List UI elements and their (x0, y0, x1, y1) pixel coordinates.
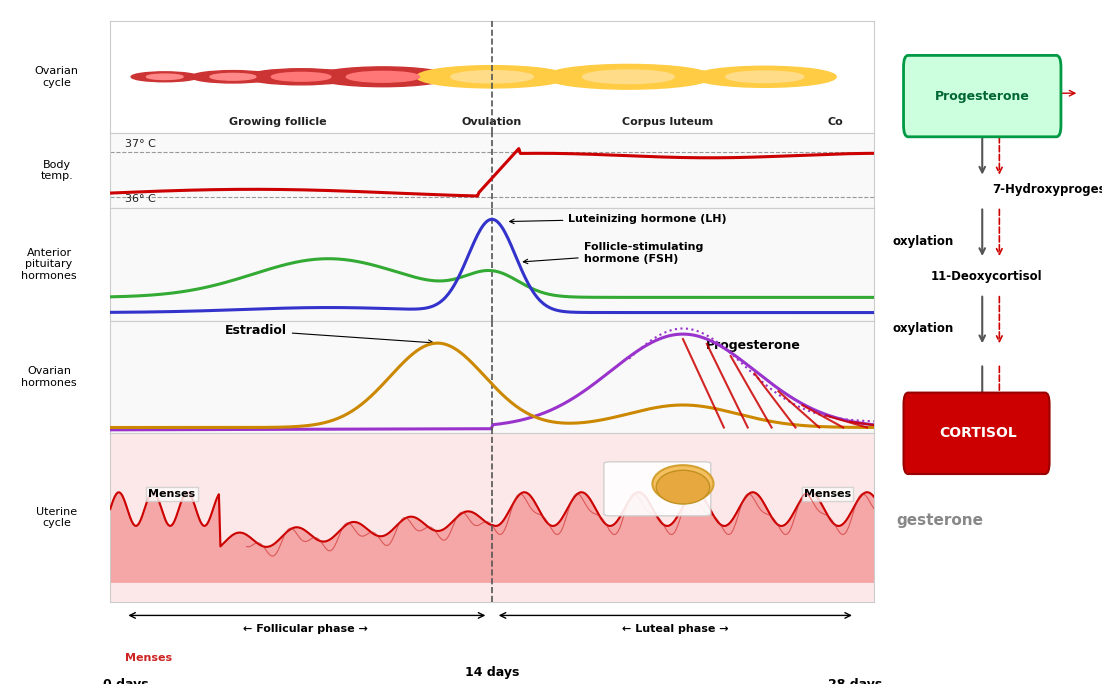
Text: Menses: Menses (126, 653, 173, 663)
Text: Ovarian
cycle: Ovarian cycle (35, 66, 78, 88)
Text: Menses: Menses (149, 489, 195, 499)
Text: Body
temp.: Body temp. (41, 160, 73, 181)
Text: Co: Co (828, 118, 843, 127)
Text: Estradiol: Estradiol (225, 324, 433, 345)
Text: Progesterone: Progesterone (706, 339, 801, 352)
Ellipse shape (652, 465, 713, 502)
LH (518, 273, 531, 281)
Text: 14 days: 14 days (465, 666, 519, 679)
Text: gesterone: gesterone (897, 513, 984, 528)
LH (485, 215, 498, 224)
LH (851, 308, 864, 317)
Text: Corpus luteum: Corpus luteum (622, 118, 713, 127)
FSH (473, 267, 486, 276)
Text: Ovulation: Ovulation (462, 118, 522, 127)
FSH (104, 293, 117, 301)
Text: 0 days: 0 days (102, 678, 149, 684)
FSH (560, 293, 573, 301)
FSH (468, 269, 482, 277)
Text: oxylation: oxylation (893, 235, 953, 248)
Text: CORTISOL: CORTISOL (939, 426, 1016, 440)
Text: oxylation: oxylation (893, 322, 953, 335)
Text: Luteinizing hormone (LH): Luteinizing hormone (LH) (510, 213, 727, 224)
Line: FSH: FSH (110, 259, 874, 298)
Ellipse shape (656, 471, 710, 504)
Circle shape (544, 64, 712, 89)
Circle shape (693, 66, 836, 88)
Text: 11-Deoxycortisol: 11-Deoxycortisol (931, 269, 1042, 283)
Line: LH: LH (110, 220, 874, 313)
Text: Anterior
pituitary
hormones: Anterior pituitary hormones (21, 248, 77, 281)
FancyBboxPatch shape (904, 393, 1049, 474)
LH (104, 308, 117, 317)
Text: ← Follicular phase →: ← Follicular phase → (242, 624, 367, 634)
FSH (867, 293, 880, 302)
Text: Menses: Menses (803, 489, 851, 499)
Text: Growing follicle: Growing follicle (229, 118, 327, 127)
Circle shape (316, 67, 450, 87)
LH (731, 308, 744, 317)
Circle shape (417, 66, 568, 88)
Text: 28 days: 28 days (828, 678, 882, 684)
Text: Ovarian
hormones: Ovarian hormones (21, 366, 77, 388)
Circle shape (451, 70, 533, 83)
Circle shape (247, 68, 356, 85)
LH (471, 231, 484, 239)
Text: 7-Hydroxyprogesterol: 7-Hydroxyprogesterol (993, 183, 1102, 196)
LH (466, 241, 479, 249)
FancyBboxPatch shape (604, 462, 711, 516)
FancyBboxPatch shape (904, 55, 1061, 137)
LH (560, 308, 573, 316)
Circle shape (210, 73, 256, 80)
Text: 37° C: 37° C (126, 139, 156, 148)
Text: Uterine
cycle: Uterine cycle (36, 507, 77, 528)
Circle shape (191, 70, 274, 83)
FSH (851, 293, 864, 302)
LH (867, 308, 880, 317)
Text: 36° C: 36° C (126, 194, 156, 204)
Text: ← Luteal phase →: ← Luteal phase → (622, 624, 728, 634)
Circle shape (346, 71, 420, 82)
Circle shape (147, 74, 183, 79)
FSH (323, 254, 336, 263)
Circle shape (131, 72, 198, 81)
Text: Progesterone: Progesterone (934, 90, 1029, 103)
Circle shape (726, 71, 803, 83)
FSH (518, 281, 531, 289)
FSH (731, 293, 744, 302)
Circle shape (583, 70, 674, 83)
Text: Follicle-stimulating
hormone (FSH): Follicle-stimulating hormone (FSH) (523, 243, 703, 264)
Circle shape (271, 73, 331, 81)
